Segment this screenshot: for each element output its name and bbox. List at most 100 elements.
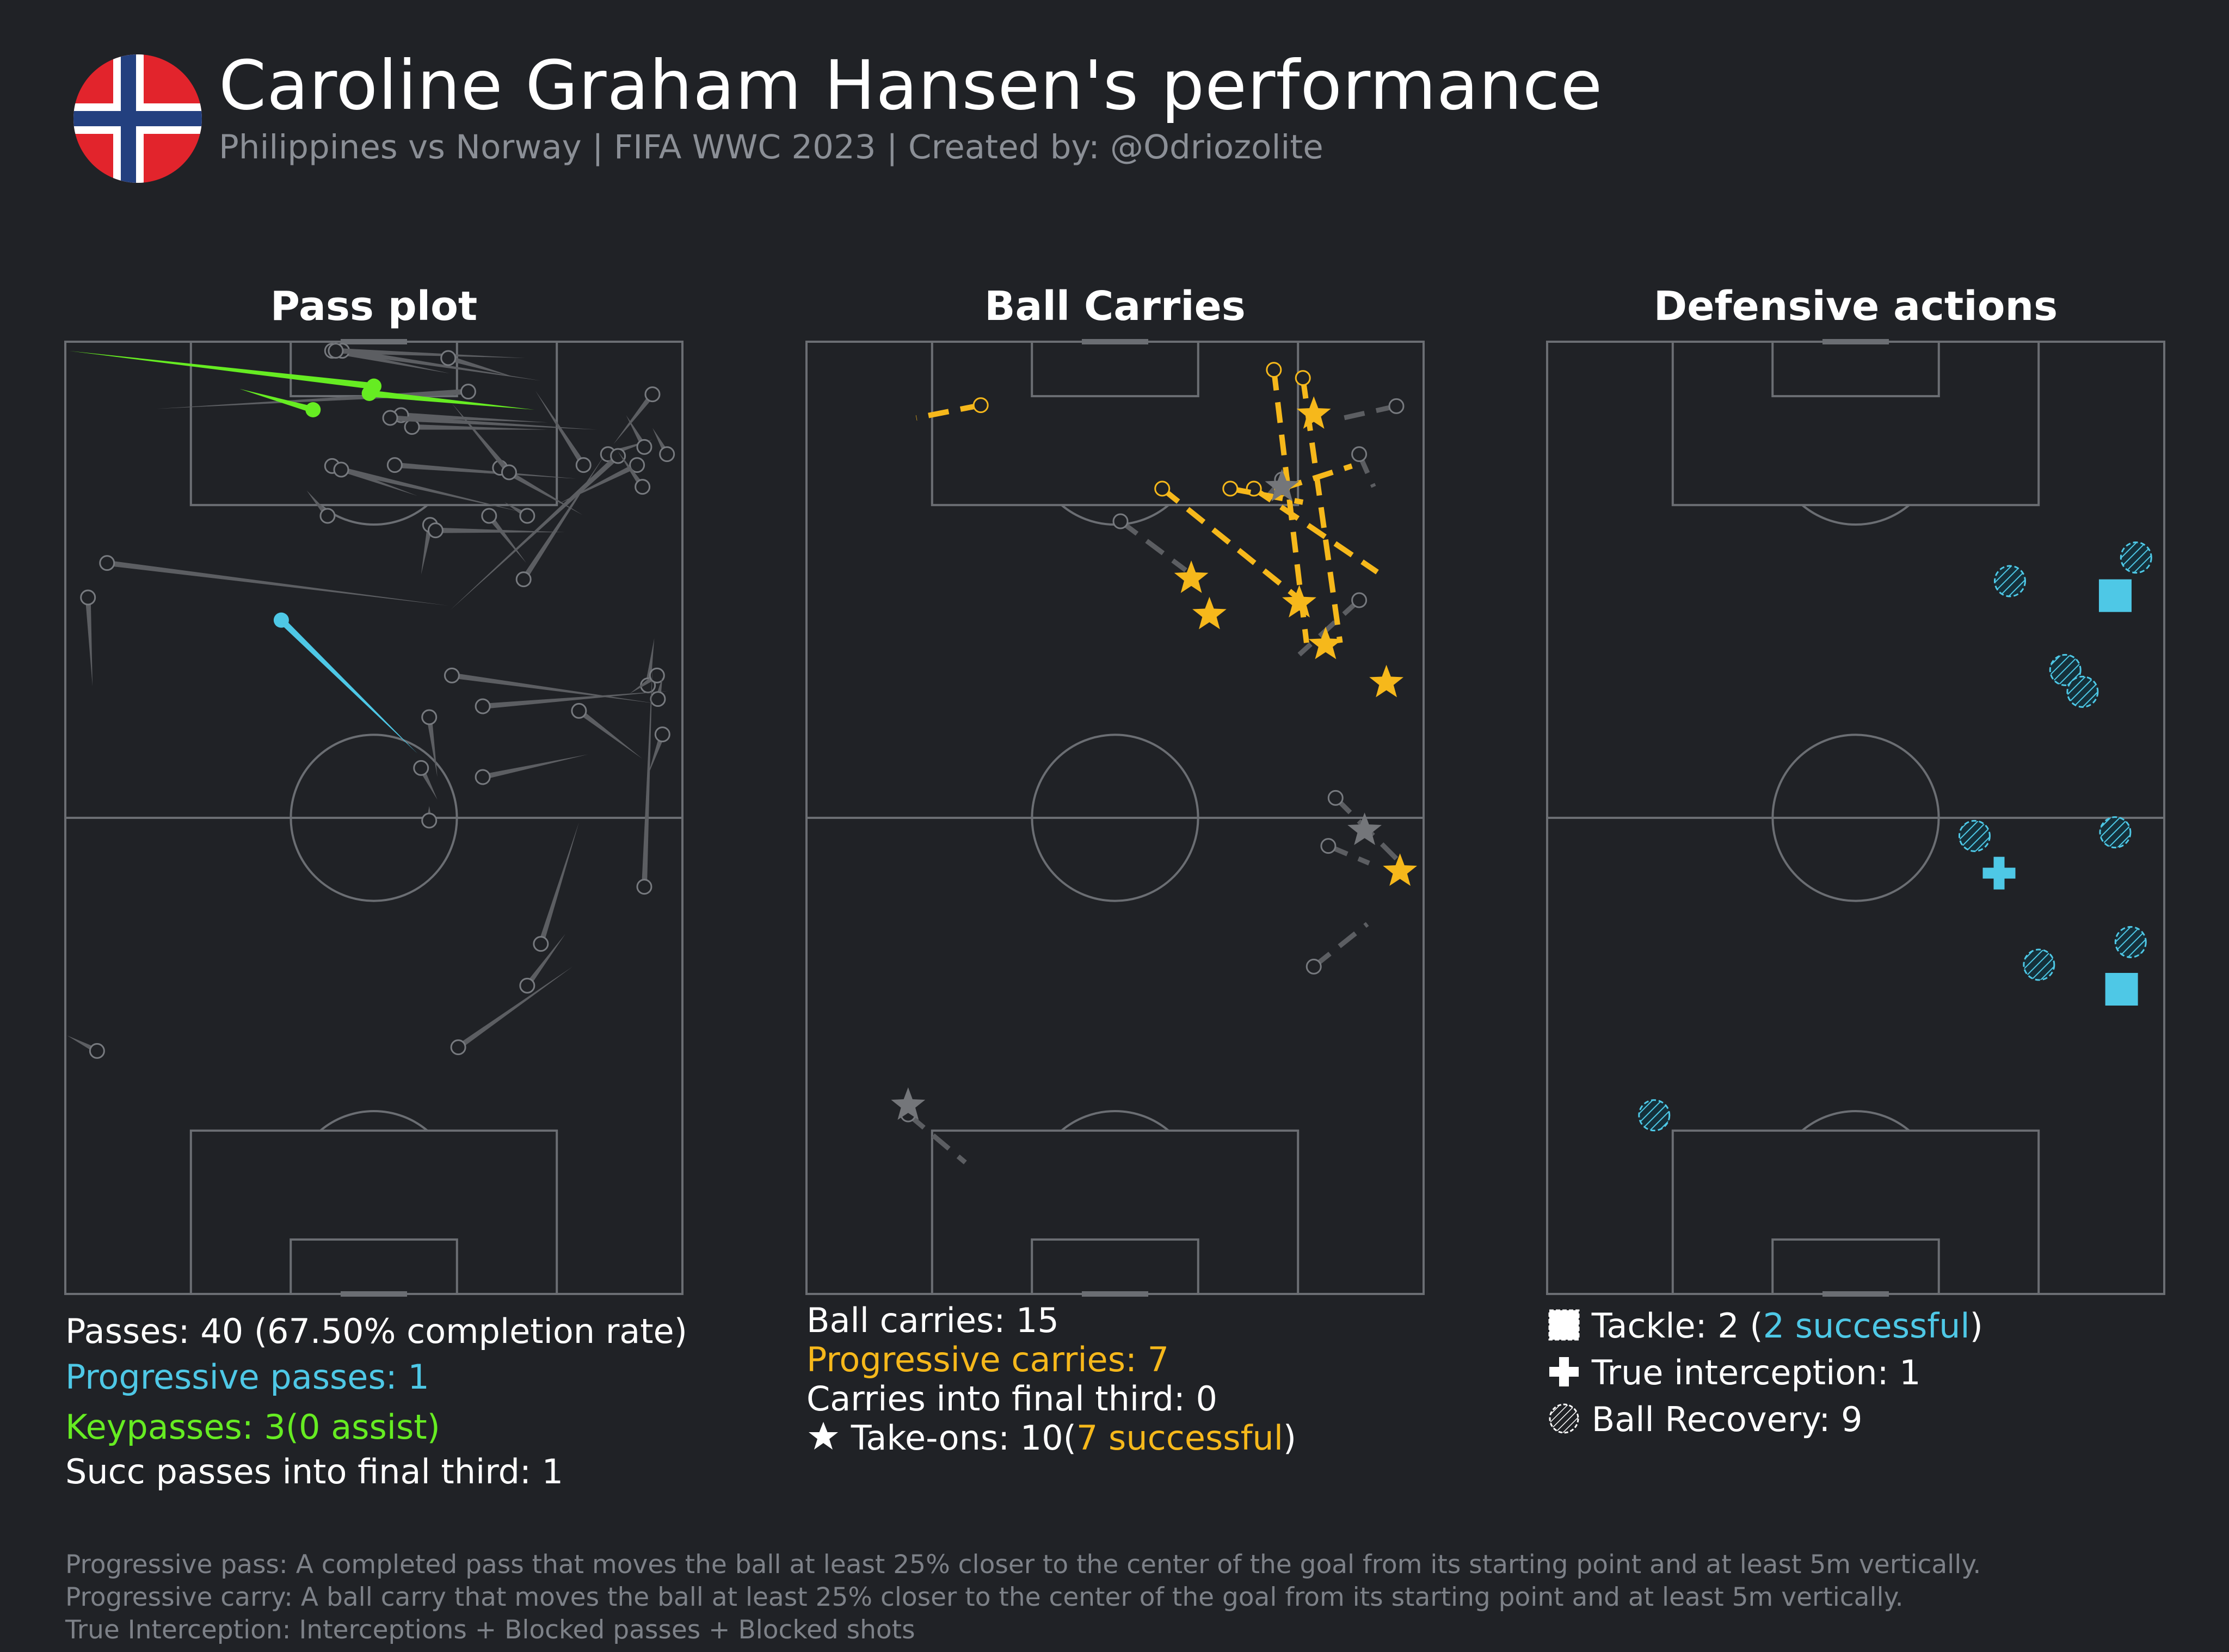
pass-line — [613, 392, 655, 445]
pass-line — [645, 638, 655, 686]
pass-start-marker — [571, 702, 587, 719]
note-progressive-carry: Progressive carry: A ball carry that mov… — [65, 1582, 1904, 1612]
takeon-successful-star — [1308, 626, 1343, 659]
pass-start-marker — [659, 446, 675, 463]
keypass-line — [68, 350, 374, 390]
pass-line — [421, 524, 433, 575]
ball-carries-title: Ball Carries — [984, 283, 1246, 330]
top-goal-area — [1031, 341, 1199, 398]
carry-line — [1312, 922, 1369, 969]
pass-plot-pitch — [64, 339, 684, 1297]
pass-start-marker — [575, 457, 592, 473]
pass-start-marker — [460, 384, 476, 400]
pass-line — [341, 348, 541, 381]
pass-line — [390, 415, 598, 430]
progressive-carry-start — [1154, 480, 1171, 497]
plus-icon — [1549, 1357, 1579, 1386]
bottom-penalty-area — [931, 1129, 1300, 1295]
tackle-square — [2105, 973, 2138, 1006]
progressive-carry-start — [1222, 480, 1239, 497]
progressive-carry-start — [972, 397, 989, 414]
pass-line — [447, 355, 515, 377]
pass-line — [556, 463, 638, 505]
pass-start-marker — [635, 479, 651, 495]
ball-recovery-circle — [2120, 541, 2152, 574]
carry-start — [1112, 513, 1129, 529]
recovery-stat: Ball Recovery: 9 — [1547, 1400, 1862, 1439]
carry-start — [1327, 790, 1344, 806]
takeon-successful-star — [1192, 596, 1227, 630]
star-icon — [809, 1422, 838, 1450]
takeon-successful-star — [1369, 664, 1403, 698]
pass-start-marker — [650, 691, 666, 707]
pass-start-marker — [515, 571, 532, 588]
progressive-pass-line-start — [273, 612, 289, 628]
final-third-passes-stat: Succ passes into final third: 1 — [65, 1452, 564, 1491]
pass-start-marker — [99, 555, 115, 571]
ball-recovery-circle — [2099, 816, 2132, 849]
pass-start-marker — [386, 457, 403, 473]
bottom-penalty-arc — [1801, 1110, 1910, 1132]
pass-line — [525, 934, 565, 988]
progressive-carry-start — [1266, 362, 1282, 378]
bottom-goal-area — [1771, 1238, 1940, 1295]
interception-label: True interception: 1 — [1591, 1353, 1921, 1392]
pass-start-marker — [328, 343, 344, 359]
pass-line — [85, 597, 93, 687]
progressive-carry-line — [1229, 486, 1304, 505]
takeon-successful-star — [1296, 396, 1331, 429]
pass-start-marker — [89, 1043, 105, 1059]
pass-line — [452, 403, 512, 474]
pass-line — [535, 391, 586, 467]
carry-line — [1343, 403, 1397, 421]
pass-start-marker — [519, 508, 535, 524]
pass-line — [411, 424, 549, 430]
keypasses-stat: Keypasses: 3(0 assist) — [65, 1407, 440, 1447]
tackle-label: Tackle: 2 ( — [1591, 1306, 1763, 1346]
carry-start — [1320, 838, 1337, 854]
pass-line — [538, 822, 579, 945]
page-subtitle: Philippines vs Norway | FIFA WWC 2023 | … — [219, 128, 1323, 167]
center-circle — [1771, 733, 1940, 902]
carry-start — [1306, 958, 1322, 975]
pass-start-marker — [475, 698, 491, 714]
pass-start-marker — [636, 439, 652, 455]
ball-recovery-circle — [1958, 819, 1991, 852]
pass-start-marker — [421, 812, 438, 829]
square-icon — [1548, 1309, 1580, 1341]
pass-start-marker — [427, 522, 444, 539]
pass-start-marker — [319, 508, 336, 524]
takeon-successful-star — [1174, 560, 1209, 593]
keypass-line — [239, 389, 314, 413]
progressive-carry-line — [1160, 486, 1300, 600]
progressive-carries-stat: Progressive carries: 7 — [806, 1340, 1169, 1379]
progressive-pass-line — [279, 618, 418, 754]
tackle-stat: Tackle: 2 (2 successful) — [1547, 1306, 1983, 1346]
pass-start-marker — [404, 419, 420, 435]
pass-start-marker — [636, 879, 652, 895]
pass-plot-title: Pass plot — [270, 283, 478, 330]
pass-line — [498, 465, 583, 515]
pass-line — [107, 560, 448, 606]
pass-start-marker — [80, 589, 96, 606]
takeons-stat: Take-ons: 10(7 successful) — [806, 1418, 1296, 1458]
progressive-carry-line — [915, 402, 982, 421]
pass-start-marker — [519, 977, 535, 994]
pass-start-marker — [501, 464, 517, 480]
pass-line — [457, 966, 573, 1050]
pass-start-marker — [610, 448, 626, 464]
hatched-circle-icon — [1549, 1403, 1579, 1434]
bottom-penalty-arc — [1061, 1110, 1169, 1132]
pass-start-marker — [533, 936, 549, 952]
ball-carries-pitch — [805, 339, 1425, 1297]
ball-recovery-circle — [2114, 926, 2147, 958]
pass-start-marker — [382, 410, 398, 426]
takeon-unsuccessful-star — [1265, 469, 1300, 502]
takeon-unsuccessful-star — [891, 1087, 926, 1120]
tackle-close: ) — [1969, 1306, 1983, 1346]
note-progressive-pass: Progressive pass: A completed pass that … — [65, 1550, 1981, 1580]
pass-start-marker — [654, 726, 670, 743]
ball-recovery-circle — [2023, 948, 2055, 981]
pass-line — [521, 454, 606, 581]
pass-start-marker — [629, 457, 645, 473]
